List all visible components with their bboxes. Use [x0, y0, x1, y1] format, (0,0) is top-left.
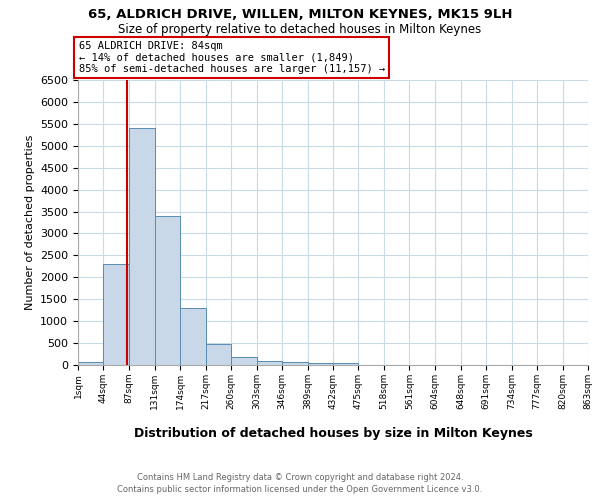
Bar [181, 308, 206, 365]
Bar [103, 264, 129, 365]
Text: Contains HM Land Registry data © Crown copyright and database right 2024.: Contains HM Land Registry data © Crown c… [137, 472, 463, 482]
Bar [257, 360, 282, 365]
Text: 65 ALDRICH DRIVE: 84sqm
← 14% of detached houses are smaller (1,849)
85% of semi: 65 ALDRICH DRIVE: 84sqm ← 14% of detache… [79, 41, 385, 74]
Text: Contains public sector information licensed under the Open Government Licence v3: Contains public sector information licen… [118, 485, 482, 494]
Bar [333, 362, 358, 365]
Text: Distribution of detached houses by size in Milton Keynes: Distribution of detached houses by size … [134, 428, 532, 440]
Bar [129, 128, 155, 365]
Bar [231, 356, 257, 365]
Text: 65, ALDRICH DRIVE, WILLEN, MILTON KEYNES, MK15 9LH: 65, ALDRICH DRIVE, WILLEN, MILTON KEYNES… [88, 8, 512, 20]
Bar [155, 216, 181, 365]
Bar [206, 344, 231, 365]
Text: Size of property relative to detached houses in Milton Keynes: Size of property relative to detached ho… [118, 22, 482, 36]
Bar [282, 362, 308, 365]
Bar [308, 363, 333, 365]
Y-axis label: Number of detached properties: Number of detached properties [25, 135, 35, 310]
Bar [78, 362, 103, 365]
